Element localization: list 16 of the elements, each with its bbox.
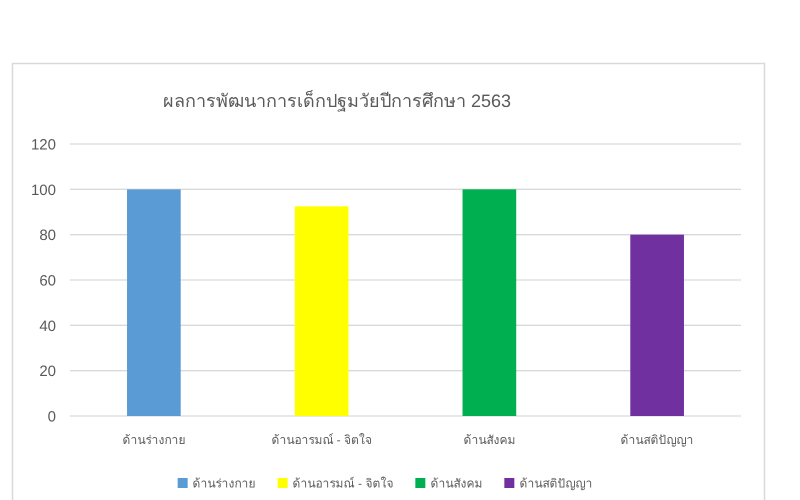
legend-label: ด้านร่างกาย xyxy=(192,476,256,490)
chart-title: ผลการพัฒนาการเด็กปฐมวัยปีการศึกษา 2563 xyxy=(162,91,512,111)
y-tick-label: 40 xyxy=(39,318,56,335)
x-tick-label: ด้านอารมณ์ - จิตใจ xyxy=(271,433,372,447)
legend-label: ด้านอารมณ์ - จิตใจ xyxy=(292,476,394,490)
y-tick-label: 20 xyxy=(39,363,56,380)
x-tick-label: ด้านสังคม xyxy=(463,433,516,447)
y-tick-label: 60 xyxy=(39,272,56,290)
y-tick-label: 100 xyxy=(30,182,56,199)
x-tick-label: ด้านร่างกาย xyxy=(122,433,186,447)
y-tick-label: 0 xyxy=(48,408,56,426)
y-tick-label: 80 xyxy=(39,227,56,244)
y-tick-label: 120 xyxy=(30,136,56,154)
x-tick-label: ด้านสติปัญญา xyxy=(620,433,694,447)
legend-label: ด้านสติปัญญา xyxy=(519,476,592,490)
legend-label: ด้านสังคม xyxy=(430,476,482,490)
